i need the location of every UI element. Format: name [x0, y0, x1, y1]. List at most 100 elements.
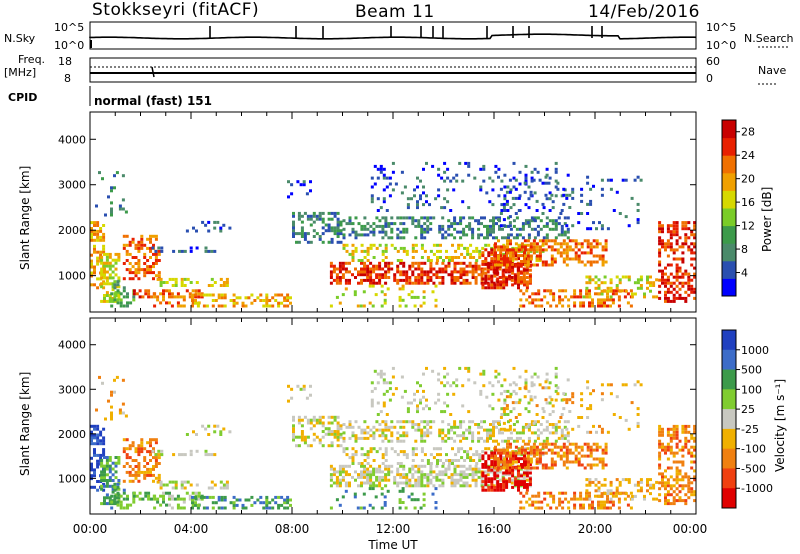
velocity-cell-265 [150, 497, 153, 501]
velocity-cell-1517 [484, 463, 488, 466]
power-cell-60 [102, 224, 106, 227]
velocity-cell-278 [165, 503, 168, 507]
power-cell-1346 [422, 191, 425, 195]
power-cell-1966 [609, 289, 613, 293]
power-cell-1434 [533, 191, 537, 195]
power-cell-350 [180, 249, 184, 253]
velocity-cell-1634 [525, 483, 529, 486]
power-cell-474 [302, 183, 306, 187]
velocity-cell-2032 [661, 433, 664, 437]
power-cell-1866 [555, 304, 559, 308]
power-cell-10 [90, 229, 93, 233]
power-cell-937 [411, 243, 415, 247]
velocity-cell-86 [105, 481, 109, 485]
power-cell-1954 [597, 286, 601, 290]
velocity-cell-1568 [502, 480, 506, 484]
power-cell-427 [265, 293, 269, 297]
power-cell-244 [154, 252, 158, 256]
velocity-colorbar-label-0: 1000 [741, 344, 769, 357]
power-cell-1795 [580, 251, 584, 255]
power-cell-168 [125, 268, 129, 272]
velocity-cell-1971 [615, 486, 619, 490]
velocity-cell-779 [462, 470, 466, 474]
power-cell-1361 [443, 206, 447, 210]
velocity-cell-465 [121, 402, 125, 406]
power-cell-56 [102, 244, 106, 248]
velocity-cell-1405 [503, 401, 507, 405]
velocity-cell-1703 [526, 460, 530, 464]
power-colorbar-swatch-9 [722, 120, 736, 139]
velocity-cell-2154 [687, 424, 691, 428]
velocity-cell-548 [333, 418, 337, 422]
power-cell-2240 [580, 212, 584, 215]
power-cell-2111 [678, 275, 682, 279]
power-cell-68 [100, 261, 104, 265]
velocity-cell-1584 [508, 477, 512, 481]
velocity-cell-1131 [423, 425, 427, 429]
power-cell-83 [105, 294, 109, 297]
power-cell-384 [202, 304, 206, 308]
power-cell-208 [140, 237, 144, 241]
power-cell-1003 [502, 243, 506, 247]
power-cell-672 [399, 278, 403, 282]
power-cell-1739 [544, 242, 548, 246]
velocity-cell-1736 [544, 466, 548, 470]
power-cell-1486 [401, 284, 405, 288]
power-cell-1056 [360, 227, 364, 231]
power-cell-1548 [493, 248, 497, 252]
velocity-cell-1452 [554, 366, 558, 370]
velocity-cell-1334 [410, 401, 413, 405]
power-cell-1608 [517, 277, 520, 281]
velocity-cell-1998 [649, 492, 652, 496]
power-cell-705 [417, 267, 421, 271]
power-cell-1648 [494, 254, 497, 258]
velocity-cell-766 [456, 478, 460, 482]
velocity-cell-570 [332, 481, 336, 485]
power-cell-784 [465, 270, 469, 274]
velocity-cell-2085 [672, 433, 676, 437]
power-cell-183 [131, 265, 135, 269]
velocity-cell-1858 [546, 503, 550, 507]
power-cell-1755 [553, 239, 557, 243]
power-cell-2133 [684, 281, 688, 285]
power-scatter-cells [90, 161, 697, 308]
velocity-cell-2132 [684, 493, 688, 497]
power-cell-1210 [492, 227, 495, 231]
velocity-cell-1395 [491, 392, 495, 396]
velocity-cell-1795 [580, 454, 584, 458]
power-cell-214 [143, 256, 147, 259]
power-cell-1146 [441, 233, 445, 237]
velocity-cell-174 [128, 479, 132, 483]
velocity-cell-484 [292, 424, 295, 428]
velocity-cell-1846 [531, 494, 535, 498]
power-cell-675 [399, 261, 403, 265]
power-cell-563 [339, 220, 343, 224]
power-cell-332 [207, 284, 211, 287]
power-cell-345 [157, 246, 161, 250]
power-cell-80 [103, 261, 106, 265]
power-cell-1793 [577, 242, 581, 246]
power-cell-1710 [529, 248, 533, 252]
velocity-cell-1905 [597, 503, 600, 507]
power-cell-1260 [536, 230, 540, 234]
power-cell-949 [432, 243, 436, 247]
power-cell-1098 [396, 227, 400, 231]
velocity-cell-1503 [481, 485, 485, 489]
velocity-cell-1486 [401, 487, 405, 491]
power-cell-1387 [479, 167, 483, 171]
power-cell-2140 [684, 227, 688, 231]
velocity-cell-400 [223, 498, 227, 502]
power-cell-1312 [382, 200, 386, 204]
power-cell-2054 [666, 263, 670, 267]
power-cell-893 [348, 252, 352, 256]
velocity-cell-1840 [525, 500, 529, 504]
power-cell-1280 [554, 222, 558, 226]
power-cell-1160 [453, 227, 457, 231]
velocity-cell-2004 [652, 483, 656, 487]
velocity-colorbar-swatch-1 [722, 349, 736, 371]
velocity-cell-1607 [517, 483, 520, 486]
power-colorbar-label: Power [dB] [760, 187, 774, 252]
power-cell-1525 [487, 262, 491, 266]
velocity-cell-297 [185, 491, 189, 495]
power-cell-355 [204, 249, 208, 253]
